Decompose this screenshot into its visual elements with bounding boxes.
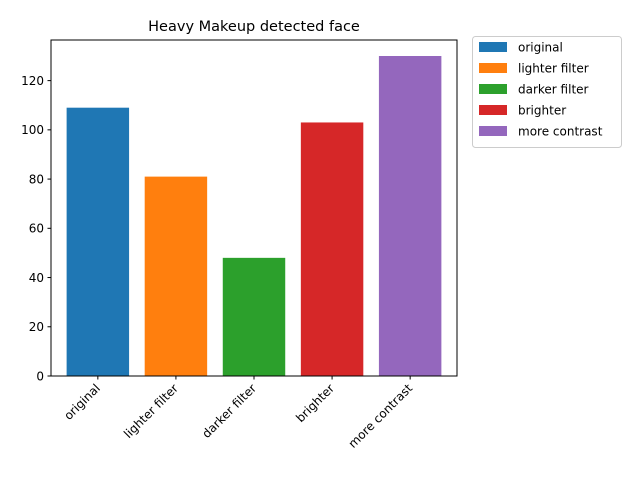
x-tick-label: darker filter (199, 381, 259, 441)
y-tick-label: 0 (36, 369, 44, 383)
y-tick-label: 100 (21, 123, 44, 137)
x-tick-label: original (61, 381, 103, 423)
bar-brighter (300, 122, 364, 377)
legend-label: original (518, 41, 563, 55)
x-tick-label: more contrast (346, 381, 416, 451)
bar-original (66, 107, 130, 376)
y-axis: 0 20 40 60 80 100 120 (21, 74, 51, 383)
bar-more-contrast (378, 56, 442, 376)
legend-swatch (479, 126, 507, 136)
plot-frame (50, 39, 458, 377)
legend-label: lighter filter (518, 62, 589, 76)
legend-frame (472, 36, 622, 148)
legend-swatch (479, 84, 507, 94)
y-tick-label: 60 (29, 222, 44, 236)
x-tick-label: brighter (293, 381, 337, 425)
chart-title: Heavy Makeup detected face (148, 19, 360, 35)
y-tick-label: 40 (29, 271, 44, 285)
legend-swatch (479, 42, 507, 52)
y-tick-label: 20 (29, 320, 44, 334)
bars-group (66, 56, 442, 377)
legend-label: more contrast (518, 125, 603, 139)
x-tick-label: lighter filter (121, 381, 181, 441)
legend-label: brighter (518, 104, 566, 118)
x-axis: original lighter filter darker filter brigh… (61, 376, 415, 451)
y-tick-label: 80 (29, 172, 44, 186)
y-tick-label: 120 (21, 74, 44, 88)
bar-lighter-filter (144, 176, 208, 376)
legend-swatch (479, 63, 507, 73)
legend-swatch (479, 105, 507, 115)
legend-label: darker filter (518, 83, 589, 97)
legend: original lighter filter darker filter brigh… (472, 36, 622, 148)
bar-darker-filter (222, 257, 286, 376)
